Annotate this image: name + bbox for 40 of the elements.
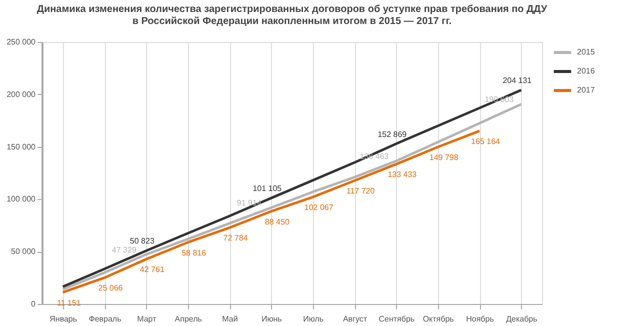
x-tick-label: Апрель [174, 314, 202, 324]
data-label: 58 816 [182, 248, 207, 258]
legend-label: 2016 [577, 66, 596, 76]
y-tick-label: 250 000 [6, 38, 36, 46]
data-label: 133 433 [388, 170, 418, 180]
data-label: 25 066 [98, 284, 124, 293]
y-tick-label: 100 000 [6, 194, 36, 204]
text: в Российской Федерации накопленным итогом в 2015 — 2017 гг. [132, 16, 452, 27]
data-label: 190 603 [484, 95, 514, 104]
data-label: 11 151 [56, 298, 82, 308]
x-tick-label: Ноябрь [466, 314, 494, 324]
x-tick-label: Март [137, 314, 157, 324]
y-tick-label: 0 [31, 300, 36, 308]
data-label: 42 761 [140, 265, 165, 274]
x-tick-label: Декабрь [506, 314, 538, 324]
data-label: 149 798 [429, 153, 459, 162]
x-tick-label: Февраль [88, 314, 122, 324]
y-tick-label: 150 000 [6, 142, 36, 152]
x-tick-label: Октябрь [422, 314, 454, 324]
y-tick-label: 50 000 [11, 247, 36, 256]
legend-label: 2015 [577, 48, 596, 56]
data-label: 204 131 [502, 76, 532, 86]
data-label: 152 869 [378, 130, 408, 139]
x-tick-label: Сентябрь [378, 314, 415, 324]
x-tick-label: Июль [303, 314, 324, 324]
data-label: 165 164 [471, 136, 501, 146]
x-tick-label: Август [342, 314, 368, 324]
data-label: 88 450 [264, 217, 290, 226]
y-tick-label: 200 000 [6, 90, 36, 99]
legend-label: 2017 [577, 86, 596, 94]
data-label: 72 784 [223, 234, 248, 243]
data-label: 50 823 [130, 236, 155, 246]
data-label: 47 329 [112, 245, 137, 254]
text: Динамика изменения количества зарегистрированных договоров об уступке прав требования по ДДУ [36, 4, 548, 15]
data-label: 117 720 [346, 186, 376, 196]
x-tick-label: Май [222, 314, 238, 324]
x-tick-label: Январь [50, 314, 78, 324]
x-tick-label: Июнь [261, 314, 282, 324]
data-label: 101 105 [252, 184, 282, 194]
data-label: 102 067 [304, 203, 334, 212]
